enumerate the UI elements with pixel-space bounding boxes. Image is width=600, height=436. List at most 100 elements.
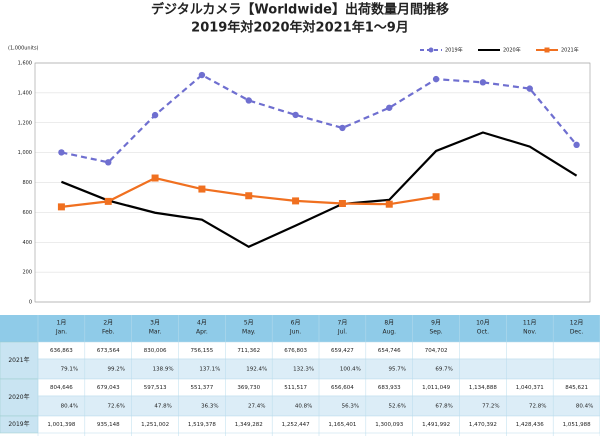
point: [573, 141, 580, 149]
month-label-en: Nov.: [523, 329, 536, 336]
month-label: 10月: [476, 320, 490, 327]
month-label-en: May.: [242, 329, 256, 336]
point: [198, 185, 206, 193]
point: [526, 85, 533, 92]
point: [245, 192, 253, 200]
point: [432, 75, 440, 83]
y-tick-label: 600: [22, 210, 32, 216]
month-label: 8月: [384, 320, 394, 327]
row-label: 2019年: [8, 420, 29, 428]
table-cell: 27.4%: [248, 404, 265, 410]
table-cell: 1,470,392: [469, 422, 497, 428]
point: [57, 203, 65, 211]
chart-title: デジタルカメラ【Worldwide】出荷数量月間推移: [151, 2, 449, 18]
point: [245, 97, 252, 104]
month-label: 9月: [431, 320, 441, 327]
month-label-en: Sep.: [429, 329, 442, 336]
table-cell: 137.1%: [199, 367, 220, 373]
table-cell: 1,349,282: [235, 422, 263, 428]
table-cell: 1,519,378: [188, 422, 216, 428]
table-cell: 551,377: [191, 385, 214, 391]
y-tick-label: 800: [22, 180, 32, 186]
table-cell: 636,863: [50, 348, 73, 354]
point: [292, 197, 300, 205]
month-label-en: Jan.: [55, 329, 67, 336]
y-tick-label: 1,400: [18, 90, 32, 96]
point: [151, 174, 159, 182]
point: [198, 71, 206, 79]
table-cell: 67.8%: [435, 404, 452, 410]
table-cell: 138.9%: [153, 367, 174, 373]
series-line: [61, 131, 578, 249]
row-label-cell: [0, 378, 39, 417]
table-cell: 369,730: [237, 385, 260, 391]
table-cell: 56.3%: [342, 404, 359, 410]
table-cell: 192.4%: [246, 367, 267, 373]
table-cell: 654,746: [378, 348, 401, 354]
month-label-en: Mar.: [149, 329, 162, 336]
table-cell: 47.8%: [154, 404, 171, 410]
month-label: 5月: [244, 320, 254, 327]
table-cell: 1,251,002: [141, 422, 169, 428]
plot-frame: [34, 62, 591, 303]
legend-marker: [428, 47, 434, 53]
y-tick-label: 400: [22, 240, 32, 246]
table-cell: 1,134,888: [469, 385, 497, 391]
point: [105, 159, 112, 166]
y-tick-label: 1,600: [18, 61, 32, 67]
table-cell: 683,933: [378, 385, 401, 391]
point: [432, 193, 440, 201]
table-cell: 80.4%: [576, 404, 593, 410]
month-label-en: Oct.: [477, 329, 489, 336]
table-cell: 935,148: [97, 422, 120, 428]
table-cell: 1,428,436: [516, 422, 544, 428]
chart-subtitle: 2019年対2020年対2021年1～9月: [191, 20, 409, 36]
table-cell: 804,646: [50, 385, 73, 391]
legend-label: 2019年: [445, 47, 463, 54]
y-tick-label: 1,000: [18, 150, 32, 156]
month-label-en: Jun.: [289, 329, 301, 336]
table-cell: 1,491,992: [422, 422, 450, 428]
month-label: 12月: [570, 320, 584, 327]
point: [339, 124, 346, 132]
table-cell: 77.2%: [482, 404, 499, 410]
month-label: 11月: [523, 320, 537, 327]
table-cell: 72.8%: [529, 404, 546, 410]
month-label-en: Feb.: [102, 329, 115, 336]
y-tick-label: 0: [29, 300, 32, 306]
table-cell: 132.3%: [293, 367, 314, 373]
month-label: 4月: [197, 320, 207, 327]
table-cell: 95.7%: [389, 367, 406, 373]
table-cell: 656,604: [331, 385, 354, 391]
month-label: 1月: [57, 320, 67, 327]
series-line: [61, 73, 578, 164]
table-cell: 845,621: [565, 385, 588, 391]
table-cell: 100.4%: [340, 367, 361, 373]
table-header: [0, 315, 600, 342]
point: [338, 199, 346, 207]
table-cell: 69.7%: [435, 367, 452, 373]
table-cell: 72.6%: [108, 404, 125, 410]
month-label: 3月: [150, 320, 160, 327]
table-cell: 711,362: [237, 348, 260, 354]
table-cell: 1,040,371: [516, 385, 544, 391]
table-cell: 1,001,398: [47, 422, 75, 428]
table-cell: 36.3%: [201, 404, 218, 410]
row-label: 2020年: [8, 393, 29, 401]
month-label: 7月: [338, 320, 348, 327]
legend-label: 2020年: [503, 47, 521, 54]
table-cell: 756,155: [191, 348, 214, 354]
point: [292, 111, 299, 119]
table-cell: 597,513: [144, 385, 167, 391]
point: [386, 104, 393, 111]
table-cell: 1,051,988: [563, 422, 591, 428]
table-cell: 79.1%: [61, 367, 78, 373]
row-label: 2021年: [8, 356, 29, 364]
point: [385, 200, 393, 208]
point: [58, 149, 65, 156]
table-cell: 1,252,447: [282, 422, 310, 428]
month-label: 2月: [103, 320, 113, 327]
table-cell: 52.6%: [389, 404, 406, 410]
point: [479, 79, 487, 86]
